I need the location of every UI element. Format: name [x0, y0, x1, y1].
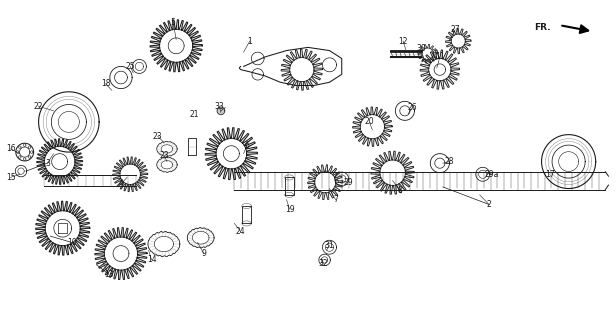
Text: 23: 23	[159, 151, 169, 160]
Text: 27: 27	[450, 25, 460, 35]
Text: 17: 17	[545, 170, 555, 179]
Text: 12: 12	[399, 36, 408, 45]
Text: 16: 16	[6, 144, 15, 153]
Text: 20: 20	[365, 117, 374, 126]
Text: 32: 32	[318, 259, 328, 268]
Text: 5: 5	[171, 18, 176, 27]
Text: 18: 18	[101, 79, 110, 88]
Text: 29a: 29a	[485, 170, 499, 179]
Text: 23: 23	[153, 132, 163, 141]
Text: 29: 29	[343, 178, 353, 187]
Text: 19: 19	[285, 205, 294, 214]
Text: 25: 25	[125, 62, 135, 71]
Text: 4: 4	[118, 179, 123, 188]
Text: FR.: FR.	[533, 23, 550, 32]
Text: 2: 2	[487, 200, 492, 209]
Text: 28: 28	[444, 157, 454, 166]
Text: 30: 30	[416, 44, 426, 53]
Text: 3: 3	[45, 159, 50, 168]
Text: 1: 1	[248, 36, 252, 45]
Text: 33: 33	[214, 101, 224, 111]
Text: 22: 22	[33, 101, 43, 111]
Text: 11: 11	[435, 52, 445, 61]
Text: 26: 26	[407, 103, 417, 112]
Text: 13: 13	[104, 270, 113, 279]
Text: 24: 24	[236, 227, 245, 236]
Text: 8: 8	[397, 186, 402, 195]
Text: 31: 31	[325, 241, 334, 250]
Text: 9: 9	[201, 249, 206, 258]
Text: 14: 14	[147, 255, 156, 264]
Text: 21: 21	[190, 109, 200, 118]
Text: 6: 6	[244, 141, 249, 150]
Text: 10: 10	[67, 238, 77, 247]
Text: 7: 7	[333, 195, 338, 204]
Polygon shape	[217, 107, 225, 115]
Text: 15: 15	[6, 173, 15, 182]
